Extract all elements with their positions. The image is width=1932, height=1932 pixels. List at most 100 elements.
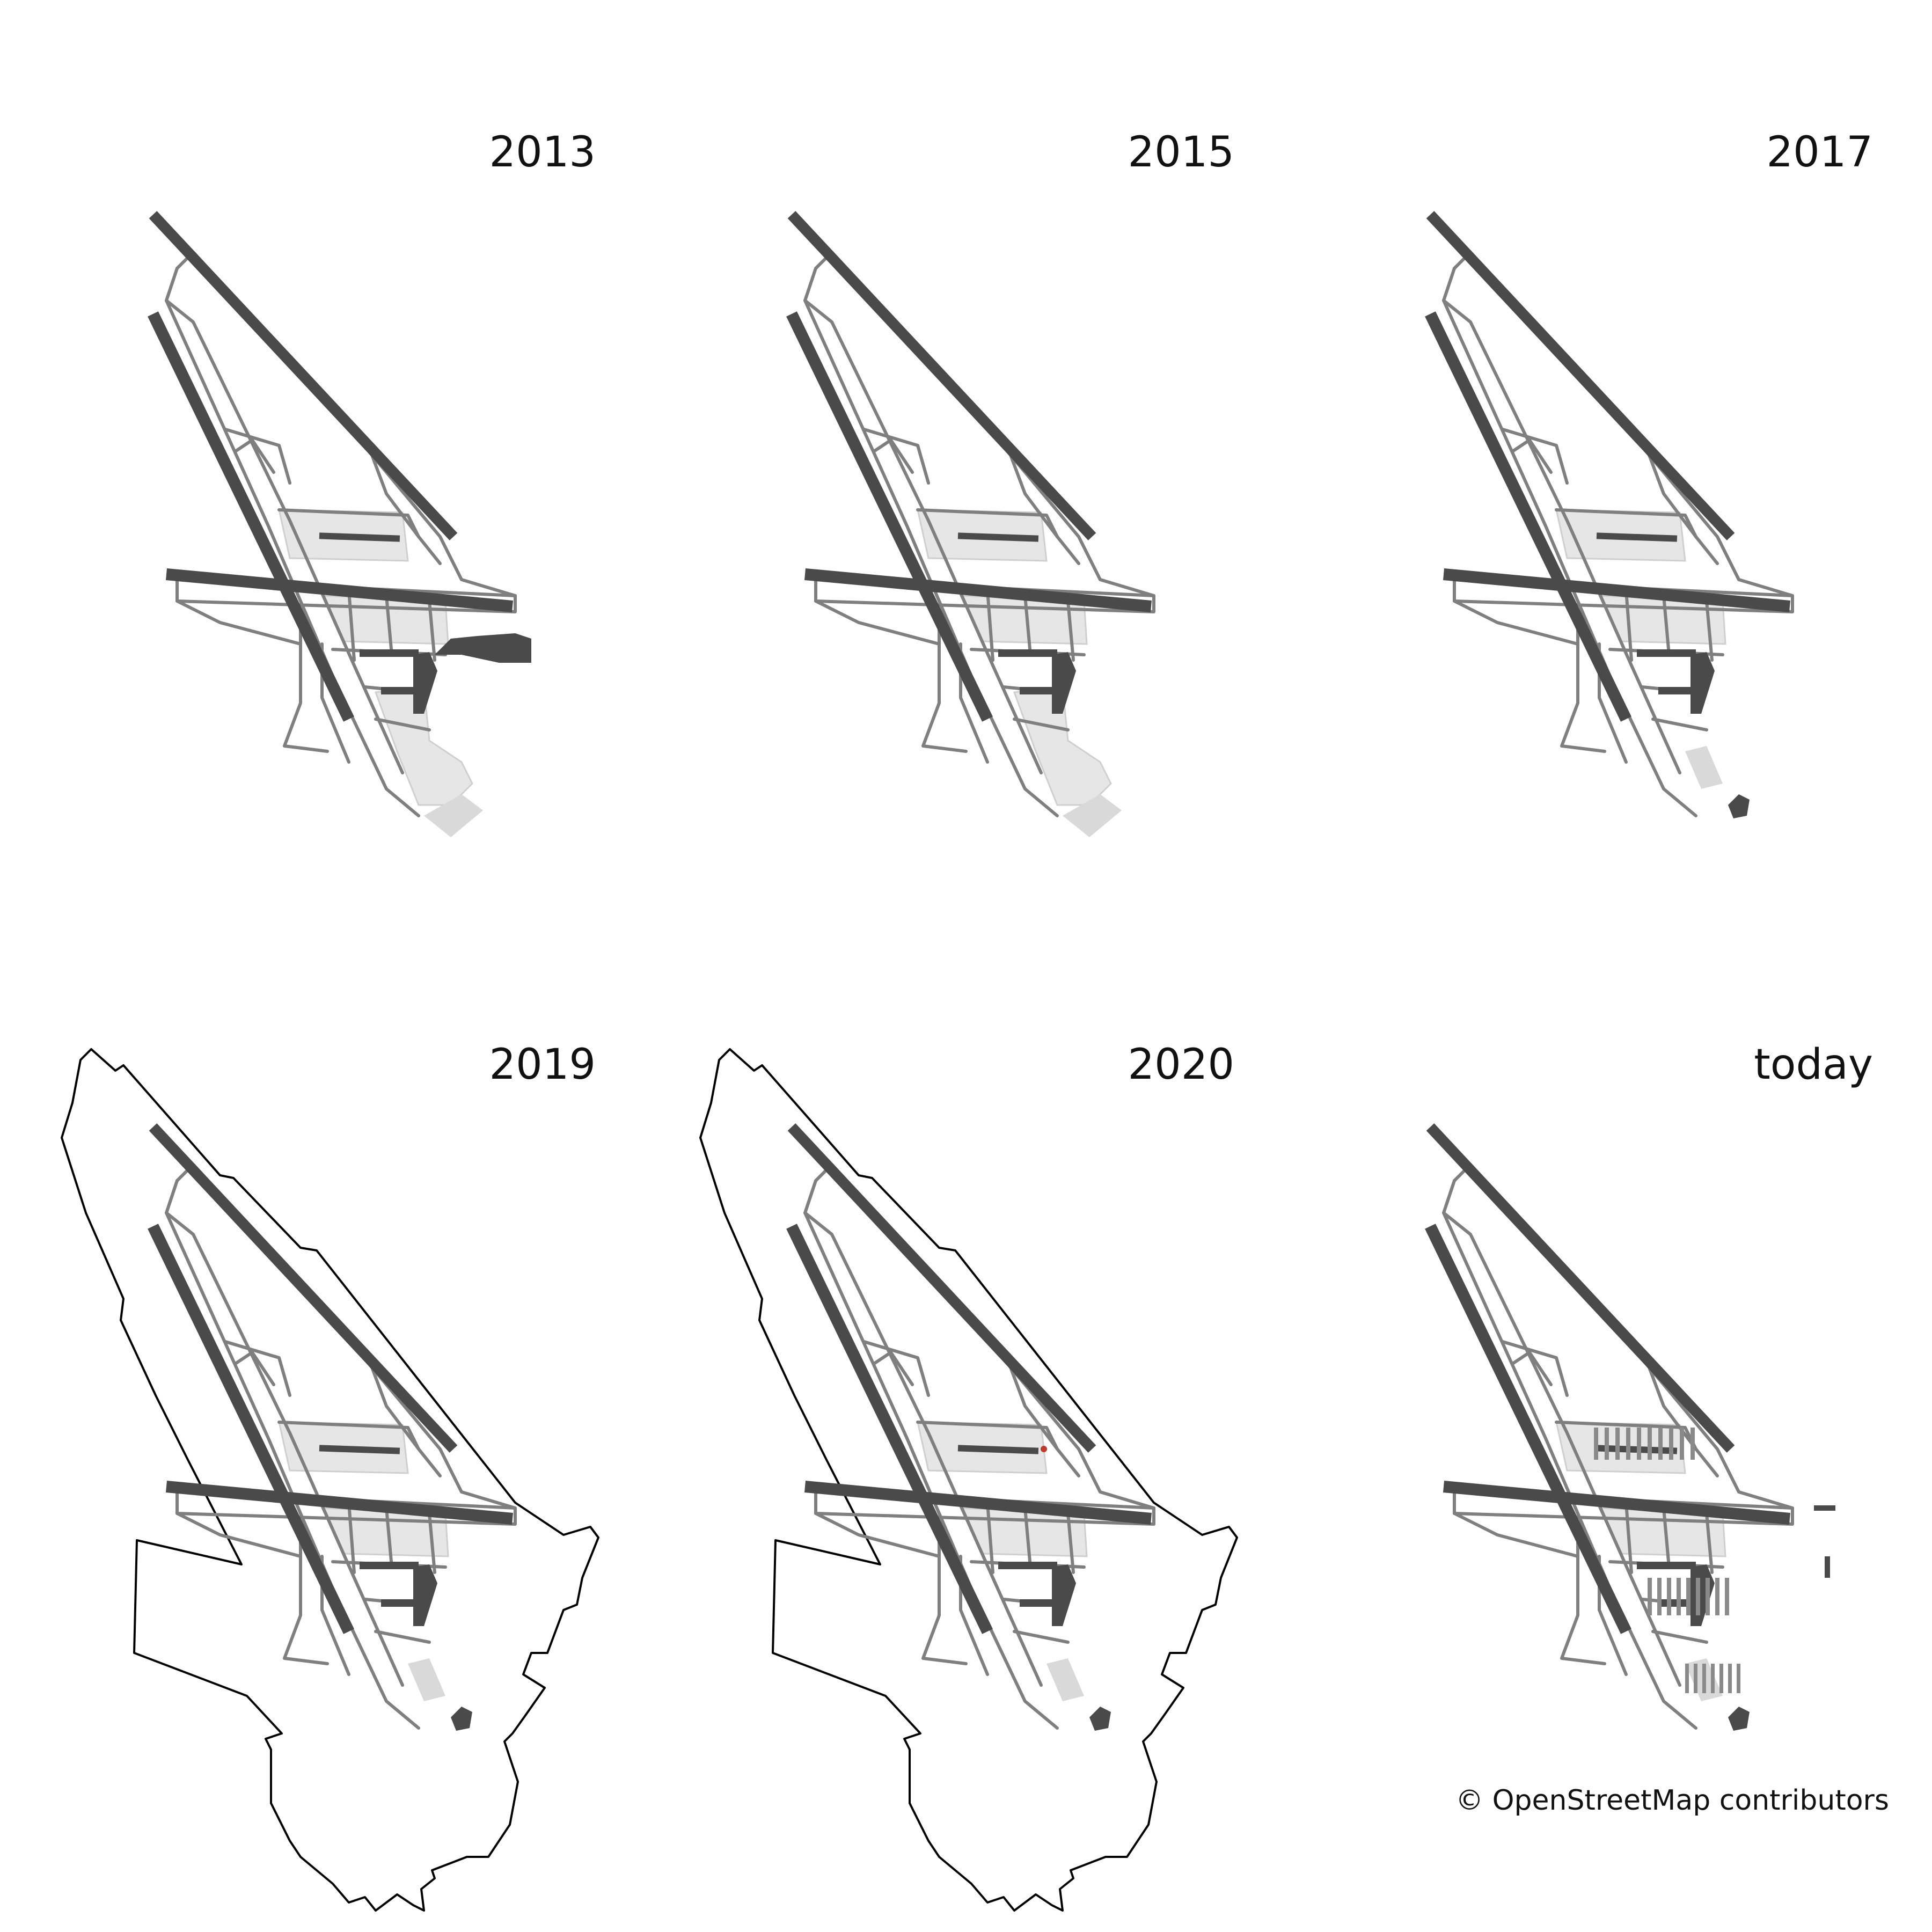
runway-east-west xyxy=(804,568,1152,612)
map-panel-2019: 2019 xyxy=(61,1041,599,1912)
taxiway-3 xyxy=(224,428,291,485)
runway-long-diagonal xyxy=(786,1224,993,1634)
buildings xyxy=(319,532,531,714)
map-panel-2015: 2015 xyxy=(786,128,1234,837)
taxiway-11 xyxy=(986,589,994,662)
taxiway-3 xyxy=(1501,1340,1569,1397)
apron-south-tip xyxy=(1063,794,1122,837)
runways xyxy=(1425,1123,1791,1634)
taxiway-12 xyxy=(385,1506,393,1569)
stand-north-3 xyxy=(1626,1428,1630,1460)
panel-year-label: 2013 xyxy=(489,128,596,177)
taxiway-6 xyxy=(277,1421,442,1477)
apron-south-small xyxy=(1046,1658,1084,1701)
taxiway-13 xyxy=(1066,599,1075,662)
map-panels: 2013 2015 2017 2019 2020 today xyxy=(61,128,1873,1912)
map-panel-2020: 2020 xyxy=(699,1041,1238,1912)
stand-central-0 xyxy=(1648,1578,1652,1615)
taxiway-13 xyxy=(428,1512,436,1574)
south-facility xyxy=(1728,794,1750,818)
runway-northwest-southeast xyxy=(787,211,1096,540)
taxiway-1 xyxy=(803,1179,1059,1730)
terminal-north xyxy=(957,1445,1039,1454)
runways xyxy=(786,1123,1152,1634)
stand-north-7 xyxy=(1669,1428,1673,1460)
stand-central-5 xyxy=(1696,1578,1700,1615)
taxiway-4 xyxy=(235,438,275,474)
runway-east-west xyxy=(165,568,514,612)
stand-central-8 xyxy=(1725,1578,1729,1615)
taxiway-2 xyxy=(165,299,404,774)
taxiway-2 xyxy=(803,1211,1043,1687)
runway-east-west xyxy=(804,1481,1152,1525)
taxiway-8 xyxy=(1453,599,1579,646)
pier-a xyxy=(1637,1562,1696,1569)
taxiway-16 xyxy=(374,1630,431,1644)
taxiway-11 xyxy=(347,1501,356,1574)
stand-central-6 xyxy=(1706,1578,1710,1615)
taxiway-1 xyxy=(803,267,1059,817)
taxiway-13 xyxy=(1066,1512,1075,1574)
runway-long-diagonal xyxy=(148,311,354,722)
buildings xyxy=(957,532,1076,714)
taxiway-16 xyxy=(374,718,431,731)
taxiway-11 xyxy=(347,589,356,662)
aircraft-stands xyxy=(1594,1428,1740,1693)
taxiway-12 xyxy=(385,594,393,656)
taxiway-5 xyxy=(1007,449,1059,538)
taxiway-12 xyxy=(1023,1506,1032,1569)
taxiway-5 xyxy=(1646,449,1697,538)
pier-a xyxy=(360,649,419,657)
runway-northwest-southeast xyxy=(149,211,458,540)
taxiway-4 xyxy=(873,1351,914,1386)
taxiway-2 xyxy=(1442,299,1681,774)
taxiway-13 xyxy=(428,599,436,662)
runways xyxy=(148,211,514,722)
taxiway-11 xyxy=(1624,1501,1633,1574)
runway-east-west xyxy=(1443,1481,1791,1525)
taxiway-4 xyxy=(1512,1351,1553,1386)
stand-north-4 xyxy=(1637,1428,1641,1460)
stand-south-3 xyxy=(1711,1664,1715,1693)
stand-south-4 xyxy=(1719,1664,1723,1693)
panel-year-label: 2019 xyxy=(489,1041,596,1089)
taxiway-12 xyxy=(1662,1506,1671,1569)
terminal-main xyxy=(413,652,437,714)
taxiway-1 xyxy=(1442,1179,1697,1730)
east-post xyxy=(1825,1556,1830,1578)
taxiway-1 xyxy=(165,1179,420,1730)
taxiway-13 xyxy=(1705,599,1714,662)
taxiway-6 xyxy=(277,508,442,565)
taxiway-16 xyxy=(1651,718,1708,731)
terminal-north xyxy=(319,532,400,542)
taxiway-16 xyxy=(1651,1630,1708,1644)
stand-north-1 xyxy=(1605,1428,1609,1460)
south-facility xyxy=(1089,1707,1111,1731)
stand-north-8 xyxy=(1680,1428,1684,1460)
construction-area xyxy=(435,633,531,663)
taxiway-5 xyxy=(1007,1362,1059,1451)
panel-year-label: today xyxy=(1754,1041,1873,1089)
terminal-north xyxy=(957,532,1039,542)
map-panel-today: today xyxy=(1425,1041,1873,1731)
taxiway-5 xyxy=(369,449,420,538)
taxiway-12 xyxy=(1662,594,1671,656)
airport-boundary xyxy=(61,1048,599,1912)
runways xyxy=(148,1123,514,1634)
taxiway-6 xyxy=(1555,508,1719,565)
taxiway-8 xyxy=(814,1512,941,1558)
taxiway-9 xyxy=(283,1539,329,1665)
buildings xyxy=(1596,532,1750,818)
map-panel-2013: 2013 xyxy=(148,128,596,837)
pier-a xyxy=(998,649,1057,657)
runway-northwest-southeast xyxy=(787,1123,1096,1453)
taxiway-1 xyxy=(165,267,420,817)
taxiway-16 xyxy=(1013,1630,1070,1644)
stand-central-7 xyxy=(1715,1578,1719,1615)
taxiway-8 xyxy=(814,599,941,646)
taxiway-4 xyxy=(235,1351,275,1386)
buildings xyxy=(1594,1428,1835,1731)
runway-long-diagonal xyxy=(1425,1224,1631,1634)
attribution-text: © OpenStreetMap contributors xyxy=(1455,1784,1889,1817)
